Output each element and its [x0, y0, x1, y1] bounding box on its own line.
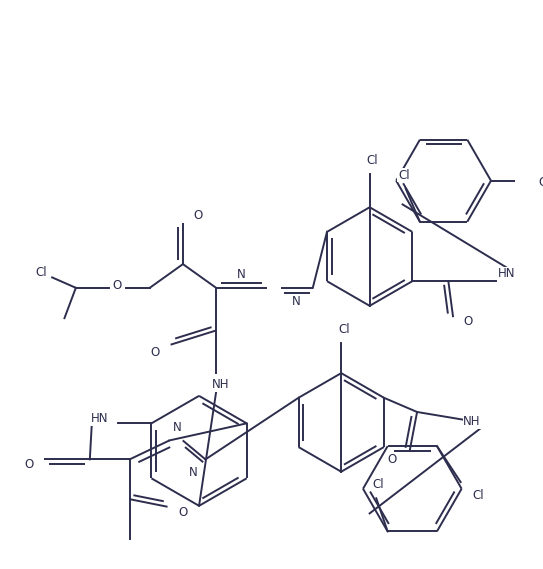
Text: HN: HN [91, 412, 108, 425]
Text: Cl: Cl [538, 176, 543, 189]
Text: N: N [189, 466, 198, 479]
Text: O: O [464, 315, 473, 328]
Text: Cl: Cl [472, 489, 483, 502]
Text: N: N [237, 268, 246, 281]
Text: Cl: Cl [372, 479, 384, 492]
Text: O: O [112, 279, 121, 292]
Text: Cl: Cl [35, 266, 47, 279]
Text: O: O [151, 346, 160, 359]
Text: O: O [193, 209, 203, 222]
Text: O: O [388, 453, 397, 466]
Text: N: N [173, 420, 181, 434]
Text: NH: NH [212, 378, 230, 391]
Text: Cl: Cl [367, 154, 378, 167]
Text: HN: HN [498, 267, 516, 280]
Text: Cl: Cl [338, 323, 350, 336]
Text: O: O [24, 457, 34, 471]
Text: Cl: Cl [398, 169, 409, 182]
Text: O: O [178, 506, 187, 519]
Text: N: N [292, 295, 301, 308]
Text: NH: NH [463, 415, 481, 428]
